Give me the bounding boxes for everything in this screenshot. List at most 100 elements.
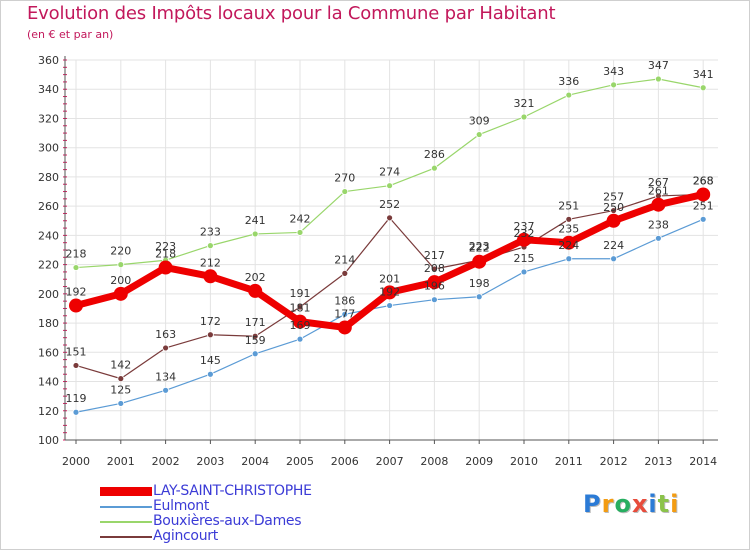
- data-label-bouxi-res-aux-dames: 343: [603, 65, 624, 78]
- data-point-bouxi-res-aux-dames: [520, 113, 528, 121]
- data-label-eulmont: 238: [648, 218, 669, 231]
- chart-subtitle: (en € et par an): [27, 28, 114, 41]
- x-tick-label: 2008: [420, 455, 448, 468]
- x-tick-label: 2013: [644, 455, 672, 468]
- data-label-lay-saint-christophe: 250: [603, 201, 624, 214]
- y-tick-label: 340: [38, 83, 59, 96]
- data-point-lay-saint-christophe: [696, 187, 711, 202]
- series: [69, 75, 711, 416]
- data-point-bouxi-res-aux-dames: [699, 84, 707, 92]
- data-point-bouxi-res-aux-dames: [296, 229, 304, 236]
- data-label-bouxi-res-aux-dames: 286: [424, 148, 445, 161]
- y-tick-label: 140: [38, 376, 59, 389]
- y-tick-label: 240: [38, 229, 59, 242]
- x-tick-label: 2002: [152, 455, 180, 468]
- x-tick-label: 2009: [465, 455, 493, 468]
- data-label-bouxi-res-aux-dames: 220: [110, 245, 131, 258]
- data-point-bouxi-res-aux-dames: [72, 264, 80, 271]
- grid: [65, 59, 718, 441]
- data-label-lay-saint-christophe: 200: [110, 274, 131, 287]
- data-point-lay-saint-christophe: [606, 213, 621, 228]
- x-tick-label: 2012: [600, 455, 628, 468]
- data-label-lay-saint-christophe: 268: [693, 174, 714, 187]
- x-tick-label: 2014: [689, 455, 717, 468]
- logo-letter: P: [583, 490, 602, 518]
- y-tick-label: 220: [38, 259, 59, 272]
- data-point-lay-saint-christophe: [293, 314, 307, 329]
- data-point-lay-saint-christophe: [561, 235, 576, 250]
- data-label-agincourt: 232: [514, 227, 535, 240]
- data-label-bouxi-res-aux-dames: 341: [693, 68, 714, 81]
- data-point-agincourt: [341, 269, 349, 277]
- x-tick-label: 2000: [62, 455, 90, 468]
- data-label-lay-saint-christophe: 218: [155, 248, 176, 261]
- y-tick-label: 200: [38, 288, 59, 301]
- data-point-bouxi-res-aux-dames: [475, 131, 483, 138]
- data-point-agincourt: [251, 332, 259, 340]
- data-label-lay-saint-christophe: 237: [514, 220, 535, 233]
- data-label-agincourt: 142: [110, 359, 131, 372]
- data-label-lay-saint-christophe: 235: [558, 223, 579, 236]
- data-point-agincourt: [206, 331, 214, 339]
- data-label-eulmont: 224: [558, 239, 579, 252]
- data-label-agincourt: 171: [245, 316, 266, 329]
- data-label-bouxi-res-aux-dames: 321: [514, 97, 535, 110]
- x-tick-label: 2003: [196, 455, 224, 468]
- x-tick-label: 2006: [331, 455, 359, 468]
- data-point-eulmont: [341, 310, 349, 318]
- data-point-lay-saint-christophe: [472, 254, 487, 269]
- logo-letter: r: [601, 490, 615, 518]
- data-label-bouxi-res-aux-dames: 233: [200, 226, 221, 239]
- data-label-eulmont: 192: [379, 286, 400, 299]
- data-point-agincourt: [610, 207, 617, 214]
- data-point-eulmont: [296, 335, 304, 343]
- y-tick-label: 100: [38, 434, 59, 447]
- data-label-eulmont: 198: [469, 277, 490, 290]
- legend-label: Eulmont: [153, 498, 210, 514]
- x-tick-label: 2001: [107, 455, 135, 468]
- data-label-bouxi-res-aux-dames: 270: [334, 172, 355, 185]
- data-point-eulmont: [117, 400, 125, 407]
- data-label-eulmont: 196: [424, 280, 445, 293]
- y-tick-label: 180: [38, 317, 59, 330]
- legend-label: Bouxières-aux-Dames: [153, 513, 302, 529]
- chart-title: Evolution des Impôts locaux pour la Comm…: [27, 3, 556, 24]
- data-label-agincourt: 214: [334, 253, 355, 266]
- data-label-agincourt: 257: [603, 191, 624, 204]
- data-label-lay-saint-christophe: 212: [200, 256, 221, 269]
- data-point-bouxi-res-aux-dames: [610, 81, 617, 89]
- data-point-bouxi-res-aux-dames: [117, 261, 125, 269]
- x-tick-label: 2011: [555, 455, 583, 468]
- data-point-eulmont: [699, 215, 707, 223]
- data-label-lay-saint-christophe: 261: [648, 185, 669, 198]
- logo-letter: x: [631, 490, 649, 518]
- data-label-eulmont: 169: [290, 319, 311, 332]
- data-point-eulmont: [251, 350, 259, 358]
- data-point-lay-saint-christophe: [517, 232, 531, 247]
- data-point-lay-saint-christophe: [427, 275, 442, 290]
- data-label-lay-saint-christophe: 192: [66, 286, 87, 299]
- data-label-bouxi-res-aux-dames: 274: [379, 166, 400, 179]
- legend-label: Agincourt: [153, 528, 218, 544]
- data-point-agincourt: [117, 375, 125, 383]
- data-point-eulmont: [610, 255, 617, 263]
- data-label-agincourt: 223: [469, 240, 490, 253]
- data-label-bouxi-res-aux-dames: 347: [648, 59, 669, 72]
- logo-letter: t: [657, 490, 671, 518]
- data-label-agincourt: 268: [693, 174, 714, 187]
- data-point-agincourt: [162, 344, 170, 352]
- data-label-eulmont: 224: [603, 239, 624, 252]
- data-label-eulmont: 125: [110, 383, 131, 396]
- data-point-agincourt: [72, 362, 80, 369]
- legend-label: LAY-SAINT-CHRISTOPHE: [153, 483, 312, 499]
- data-point-eulmont: [430, 296, 438, 304]
- data-label-bouxi-res-aux-dames: 242: [290, 212, 311, 225]
- data-label-lay-saint-christophe: 201: [379, 272, 400, 285]
- data-point-bouxi-res-aux-dames: [251, 230, 259, 238]
- logo-letter: o: [614, 490, 632, 518]
- y-tick-label: 280: [38, 171, 59, 184]
- data-point-lay-saint-christophe: [203, 269, 218, 284]
- y-tick-label: 260: [38, 200, 59, 213]
- data-label-eulmont: 215: [514, 252, 535, 265]
